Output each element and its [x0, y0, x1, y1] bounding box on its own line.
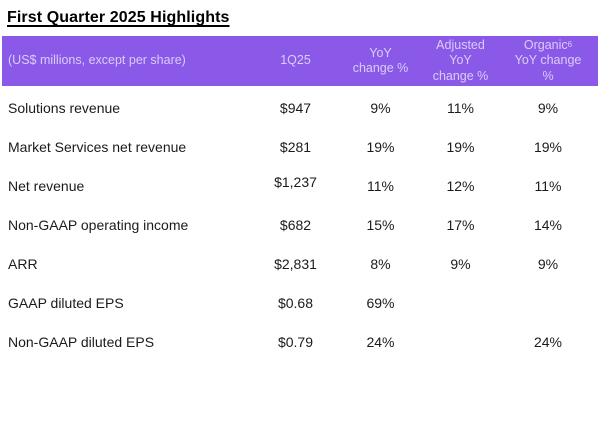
cell-yoy: 15% [366, 216, 395, 233]
cell-value: $0.79 [277, 333, 314, 350]
cell-adjusted-yoy: 19% [446, 138, 475, 155]
table-row-solutions-revenue: Solutions revenue $947 9% 11% 9% [2, 88, 598, 127]
table-row-non-gaap-operating-income: Non-GAAP operating income $682 15% 17% 1… [2, 205, 598, 244]
row-label: Non-GAAP diluted EPS [8, 333, 155, 350]
cell-yoy: 11% [367, 177, 394, 194]
column-header-adjusted-yoy-change: Adjusted YoY change % [432, 37, 489, 83]
table-row-non-gaap-diluted-eps: Non-GAAP diluted EPS $0.79 24% 24% [2, 322, 598, 361]
cell-organic-yoy: 24% [533, 333, 563, 350]
cell-yoy: 19% [366, 138, 395, 155]
highlights-table: (US$ millions, except per share) 1Q25 Yo… [2, 36, 598, 361]
cell-adjusted-yoy: 9% [450, 255, 471, 272]
cell-organic-yoy: 11% [534, 177, 562, 194]
column-header-period: 1Q25 [280, 53, 311, 68]
cell-organic-yoy: 9% [537, 255, 559, 272]
cell-yoy: 9% [370, 99, 391, 116]
cell-organic-yoy: 14% [533, 216, 563, 233]
column-header-yoy-change: YoY change % [352, 45, 409, 76]
footnote-marker: 6 [567, 39, 573, 49]
table-row-gaap-diluted-eps: GAAP diluted EPS $0.68 69% [2, 283, 598, 322]
cell-value: $0.68 [277, 294, 314, 311]
table-body: Solutions revenue $947 9% 11% 9% Market … [2, 86, 598, 361]
cell-adjusted-yoy: 11% [447, 99, 474, 116]
cell-organic-yoy: 9% [537, 99, 559, 116]
page-title: First Quarter 2025 Highlights [7, 9, 230, 26]
row-label: Solutions revenue [8, 99, 121, 116]
cell-yoy: 24% [366, 333, 395, 350]
table-header-row: (US$ millions, except per share) 1Q25 Yo… [2, 36, 598, 86]
row-label: ARR [8, 255, 38, 272]
cell-value: $281 [279, 138, 312, 155]
column-header-organic-yoy-change: Organic6 YoY change % [514, 37, 582, 83]
table-row-market-services-net-revenue: Market Services net revenue $281 19% 19%… [2, 127, 598, 166]
unit-note: (US$ millions, except per share) [8, 53, 186, 68]
row-label: GAAP diluted EPS [8, 294, 124, 311]
row-label: Market Services net revenue [8, 138, 187, 155]
cell-value: $1,237 [274, 173, 317, 190]
cell-organic-yoy: 19% [533, 138, 563, 155]
cell-value: $682 [279, 216, 312, 233]
cell-yoy: 69% [366, 294, 395, 311]
cell-adjusted-yoy: 17% [446, 216, 475, 233]
table-row-net-revenue: Net revenue $1,237 11% 12% 11% [2, 166, 598, 205]
cell-value: $2,831 [274, 255, 317, 272]
cell-adjusted-yoy: 12% [446, 177, 475, 194]
cell-yoy: 8% [370, 255, 391, 272]
row-label: Net revenue [8, 177, 85, 194]
cell-value: $947 [279, 99, 312, 116]
row-label: Non-GAAP operating income [8, 216, 189, 233]
table-row-arr: ARR $2,831 8% 9% 9% [2, 244, 598, 283]
